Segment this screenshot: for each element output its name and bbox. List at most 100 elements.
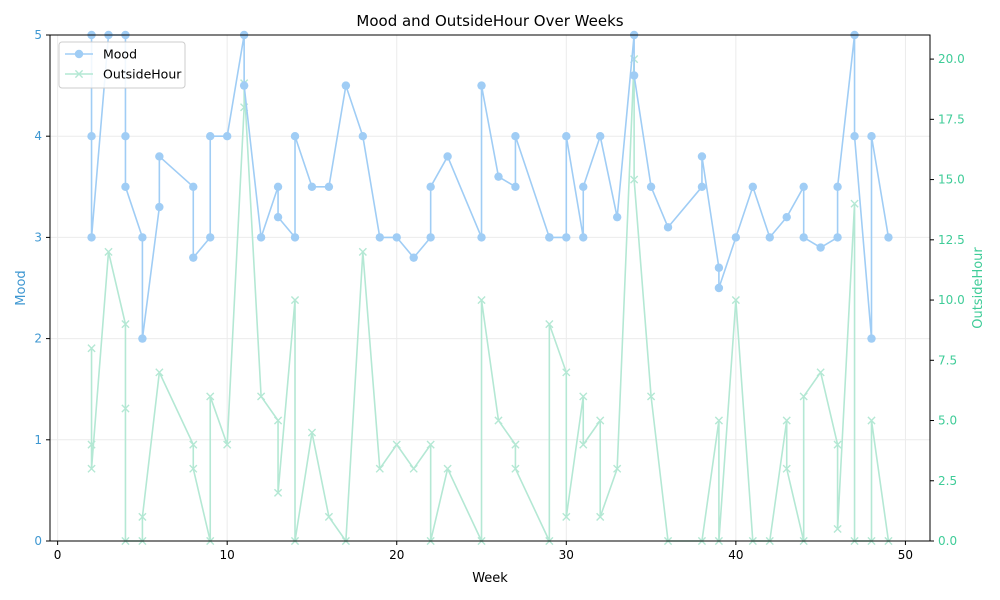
legend-mood-marker [74,49,84,59]
chart-title: Mood and OutsideHour Over Weeks [356,12,623,30]
outsidehour-point [155,368,164,377]
legend-outsidehour-label: OutsideHour [103,67,182,82]
x-tick-label: 40 [728,548,743,562]
mood-point [562,233,571,242]
y-right-tick-label: 0.0 [938,534,957,548]
mood-point [307,182,317,191]
mood-point [867,334,876,343]
mood-point [239,81,249,90]
mood-point [189,182,198,191]
mood-point [341,81,351,90]
outsidehour-point [87,344,96,353]
mood-point [409,253,418,262]
legend: Mood OutsideHour [58,41,186,89]
mood-point [511,182,520,191]
outsidehour-point [426,440,435,449]
outsidehour-point [816,368,825,377]
mood-point [612,212,622,222]
mood-point [697,152,707,161]
y-left-tick-label: 5 [34,28,42,42]
y-left-tick-label: 2 [34,332,42,346]
mood-point [850,132,859,141]
mood-point [833,182,842,191]
y-left-tick-label: 4 [34,129,42,143]
mood-point [799,182,808,191]
outsidehour-point [290,295,300,305]
outsidehour-point [782,464,791,473]
grid [50,34,930,542]
y-axis-right-label: OutsideHour [971,247,986,329]
mood-point [816,243,825,252]
mood-point [358,132,368,141]
mood-point [646,182,656,191]
y-right-tick-label: 17.5 [938,112,965,126]
mood-point [731,233,741,242]
outsidehour-point [731,295,740,305]
x-tick-label: 50 [898,548,913,562]
y-right-tick-label: 5.0 [938,414,957,428]
outsidehour-point [833,524,842,534]
x-tick-label: 0 [54,548,62,562]
y-right-tick-label: 20.0 [938,52,965,66]
mood-point [663,223,673,232]
mood-point [87,233,96,242]
outsidehour-point [121,404,130,413]
outsidehour-point [596,416,605,425]
outsidehour-point [511,440,520,449]
mood-point [748,182,758,191]
mood-point [833,233,842,242]
mood-point [206,233,215,242]
plot-frame [49,34,931,542]
outsidehour-point [477,295,486,305]
x-axis-label: Week [472,571,508,586]
outsidehour-point [579,440,588,449]
mood-point [138,233,147,242]
outsidehour-line [90,58,890,542]
mood-point [87,132,96,141]
outsidehour-point [613,464,622,473]
y-right-tick-label: 12.5 [938,233,965,247]
mood-point [138,334,147,343]
outsidehour-point [273,488,283,497]
x-tick-label: 20 [389,548,404,562]
mood-point [121,182,130,191]
outsidehour-point [223,440,232,449]
y-left-tick-label: 0 [34,534,42,548]
outsidehour-point [206,392,215,401]
outsidehour-point [562,512,571,521]
outsidehour-point [833,440,842,449]
outsidehour-point [307,428,317,437]
mood-point [324,182,334,191]
outsidehour-point [545,320,554,329]
outsidehour-point [324,512,334,521]
outsidehour-point [443,464,452,473]
mood-point [799,233,808,242]
outsidehour-point [189,464,198,473]
mood-point [494,172,503,181]
y-right-tick-label: 7.5 [938,353,957,367]
outsidehour-point [257,392,266,401]
mood-point [155,202,164,212]
mood-point [765,233,774,242]
mood-point [545,233,554,242]
mood-point [273,182,283,191]
mood-point [697,182,707,191]
mood-point [511,132,520,141]
outsidehour-point [511,464,520,473]
y-left-tick-label: 1 [34,433,42,447]
mood-line [90,34,890,340]
mood-point [714,263,724,272]
mood-point [392,233,401,242]
y-right-tick-label: 15.0 [938,173,965,187]
y-left-tick-label: 3 [34,230,42,244]
mood-point [155,152,164,161]
outsidehour-point [273,416,283,425]
outsidehour-point [714,416,723,425]
outsidehour-point [646,392,656,401]
outsidehour-point [121,320,130,329]
mood-point [256,233,266,242]
outsidehour-point [392,440,401,449]
outsidehour-point [358,247,367,256]
mood-point [121,132,130,141]
mood-point [782,212,791,222]
